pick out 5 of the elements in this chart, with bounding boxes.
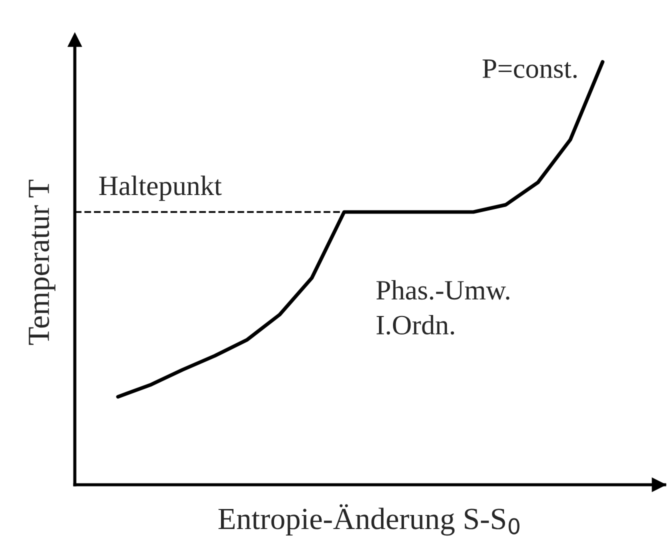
y-axis-title: Temperatur T <box>28 180 56 345</box>
ref-line-label: Haltepunkt <box>99 176 222 201</box>
annotation: P=const. <box>482 60 577 78</box>
x-axis-title: Entropie-Änderung S-S$_{0}$ <box>218 504 520 536</box>
annotation: Phas.-Umw. I.Ordn. <box>376 280 510 335</box>
